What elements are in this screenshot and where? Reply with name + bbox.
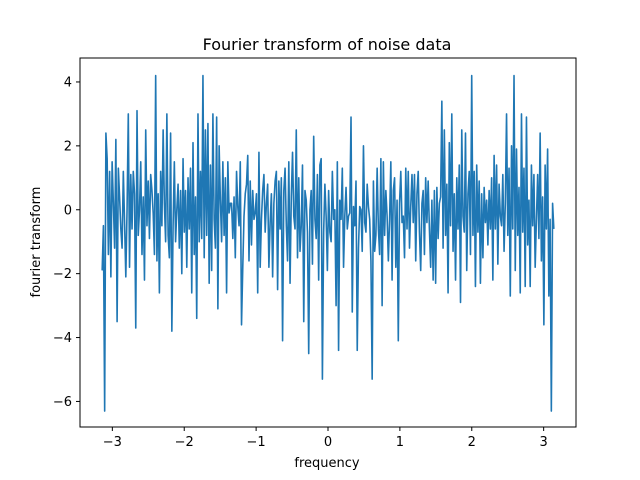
y-tick-label: −4 [53, 331, 72, 346]
y-tick-label: −2 [53, 267, 72, 282]
x-tick-label: 3 [540, 435, 548, 450]
x-tick-label: −3 [103, 435, 122, 450]
x-tick-label: −1 [247, 435, 266, 450]
x-tick-label: −2 [175, 435, 194, 450]
y-axis-label: fourier transform [29, 187, 44, 298]
y-tick-label: 0 [64, 203, 72, 218]
x-axis: −3 −2 −1 0 1 2 3 [103, 427, 548, 450]
x-tick-label: 2 [468, 435, 476, 450]
plot-area [101, 74, 555, 412]
x-tick-label: 1 [396, 435, 404, 450]
series-line-0 [101, 74, 555, 412]
chart-title: Fourier transform of noise data [203, 35, 452, 54]
y-tick-label: 4 [64, 75, 72, 90]
x-tick-label: 0 [324, 435, 332, 450]
y-tick-label: 2 [64, 139, 72, 154]
y-tick-label: −6 [53, 395, 72, 410]
x-axis-label: frequency [294, 456, 360, 471]
y-axis: −6 −4 −2 0 2 4 [53, 75, 80, 410]
